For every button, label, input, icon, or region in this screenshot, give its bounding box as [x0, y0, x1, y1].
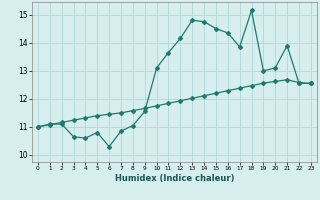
X-axis label: Humidex (Indice chaleur): Humidex (Indice chaleur) — [115, 174, 234, 183]
